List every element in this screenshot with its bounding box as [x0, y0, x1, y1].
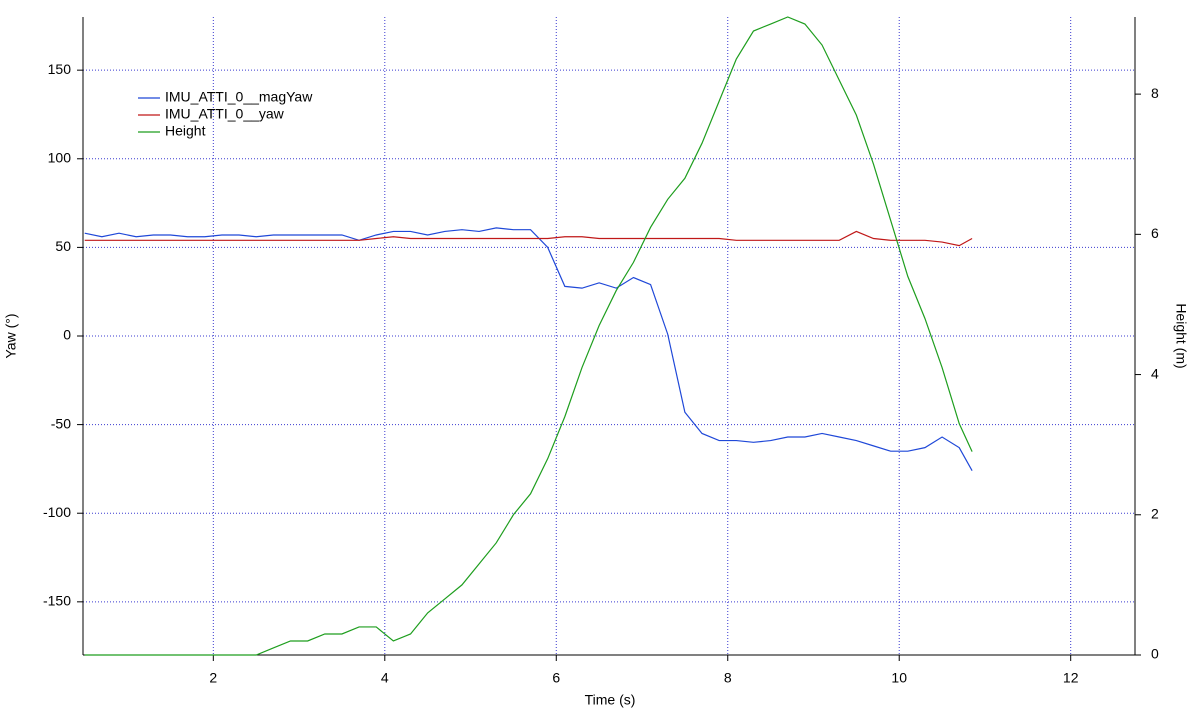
y2-tick-label: 2 — [1151, 505, 1159, 521]
series-line — [84, 230, 973, 247]
y-tick-label: 150 — [48, 61, 72, 77]
y2-tick-label: 8 — [1151, 85, 1159, 101]
y2-tick-label: 4 — [1151, 365, 1159, 381]
y-tick-label: -100 — [43, 504, 71, 520]
y2-tick-label: 0 — [1151, 646, 1159, 662]
x-tick-label: 12 — [1063, 670, 1079, 686]
legend-label: IMU_ATTI_0__yaw — [165, 106, 285, 122]
y-tick-label: 50 — [55, 238, 71, 254]
y-tick-label: -150 — [43, 593, 71, 609]
series-line — [84, 16, 973, 656]
y-axis-title: Yaw (°) — [3, 313, 19, 358]
y-tick-label: 0 — [63, 327, 71, 343]
x-tick-label: 10 — [891, 670, 907, 686]
y-tick-label: 100 — [48, 149, 72, 165]
x-tick-label: 8 — [724, 670, 732, 686]
legend-label: Height — [165, 123, 206, 139]
y2-axis-title: Height (m) — [1173, 303, 1189, 368]
series-line — [84, 227, 973, 471]
x-tick-label: 4 — [381, 670, 389, 686]
x-tick-label: 6 — [552, 670, 560, 686]
legend-label: IMU_ATTI_0__magYaw — [165, 89, 313, 105]
y2-tick-label: 6 — [1151, 225, 1159, 241]
y-tick-label: -50 — [51, 415, 71, 431]
x-axis-title: Time (s) — [585, 692, 636, 708]
x-tick-label: 2 — [209, 670, 217, 686]
